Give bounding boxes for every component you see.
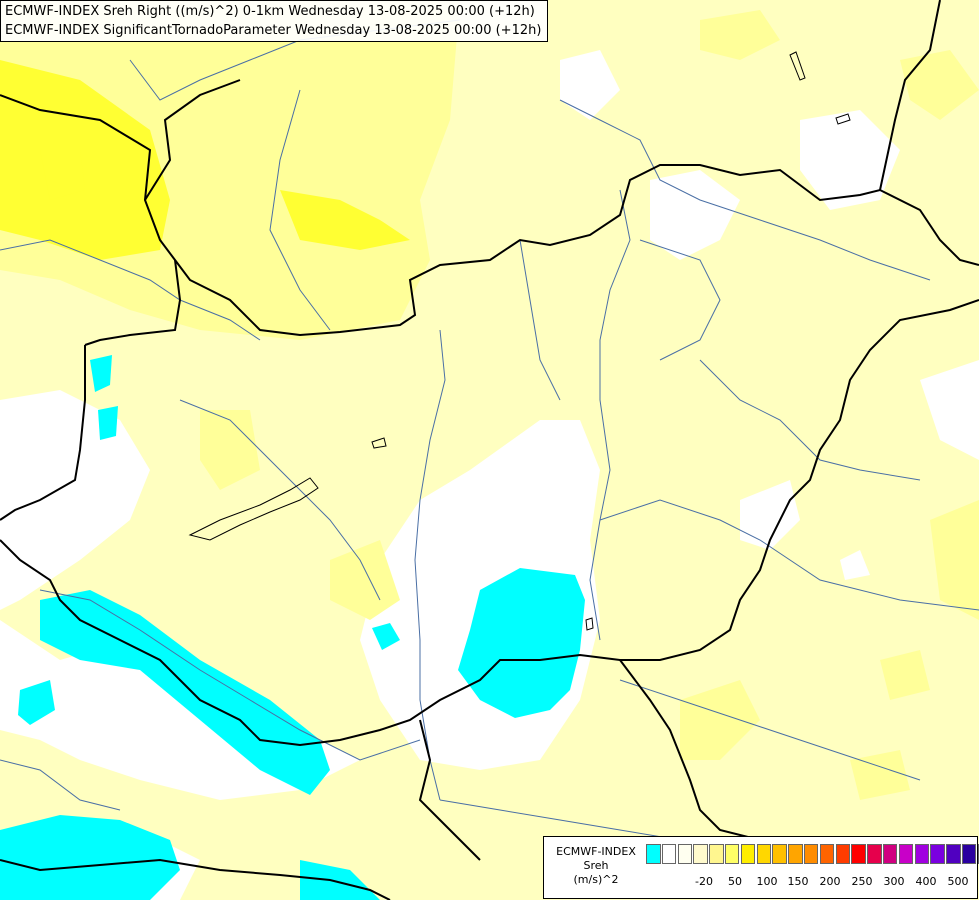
legend-color-box [961, 844, 977, 864]
legend-color-box [740, 844, 756, 864]
legend-color-scale [646, 844, 979, 866]
legend-tick-label: 400 [915, 875, 937, 888]
legend-tick-label: 250 [851, 875, 873, 888]
legend-color-box [788, 844, 803, 864]
legend-tick-label: -20 [695, 875, 713, 888]
legend-ticks: -2050100150200250300400500700 [642, 875, 979, 889]
title-line-2: ECMWF-INDEX SignificantTornadoParameter … [5, 23, 542, 38]
legend-color-box [851, 844, 866, 864]
legend-color-box [819, 844, 835, 864]
legend-color-box [898, 844, 914, 864]
legend-color-box [930, 844, 945, 864]
legend-tick-label: 300 [883, 875, 905, 888]
rivers [0, 19, 979, 841]
title-line-1: ECMWF-INDEX Sreh Right ((m/s)^2) 0-1km W… [5, 4, 535, 19]
legend-tick-label: 200 [819, 875, 841, 888]
legend-label-line3: (m/s)^2 [573, 873, 619, 886]
legend-color-box [724, 844, 740, 864]
map-title: ECMWF-INDEX Sreh Right ((m/s)^2) 0-1km W… [0, 0, 548, 42]
legend-color-box [977, 844, 979, 864]
cyan-zones [0, 355, 585, 900]
lakes [188, 51, 851, 631]
lake-balaton [188, 477, 319, 541]
legend-color-box [772, 844, 787, 864]
legend-color-box [661, 844, 677, 864]
legend-label-line1: ECMWF-INDEX [556, 845, 636, 858]
legend-color-box [882, 844, 898, 864]
legend-color-box [867, 844, 882, 864]
legend-color-box [693, 844, 708, 864]
legend-tick-label: 500 [947, 875, 969, 888]
legend-color-box [835, 844, 851, 864]
legend-color-box [646, 844, 661, 864]
legend-label-line2: Sreh [583, 859, 609, 872]
legend-tick-label: 150 [787, 875, 809, 888]
legend-color-box [677, 844, 693, 864]
legend-tick-label: 50 [728, 875, 742, 888]
legend-label: ECMWF-INDEX Sreh (m/s)^2 [548, 845, 644, 887]
legend-color-box [914, 844, 930, 864]
legend-color-box [709, 844, 724, 864]
legend-color-box [803, 844, 819, 864]
legend-color-box [756, 844, 772, 864]
legend-color-box [946, 844, 961, 864]
color-legend: ECMWF-INDEX Sreh (m/s)^2 -20 50 100 150 200 2… [543, 836, 979, 899]
legend-tick-label: 100 [756, 875, 778, 888]
